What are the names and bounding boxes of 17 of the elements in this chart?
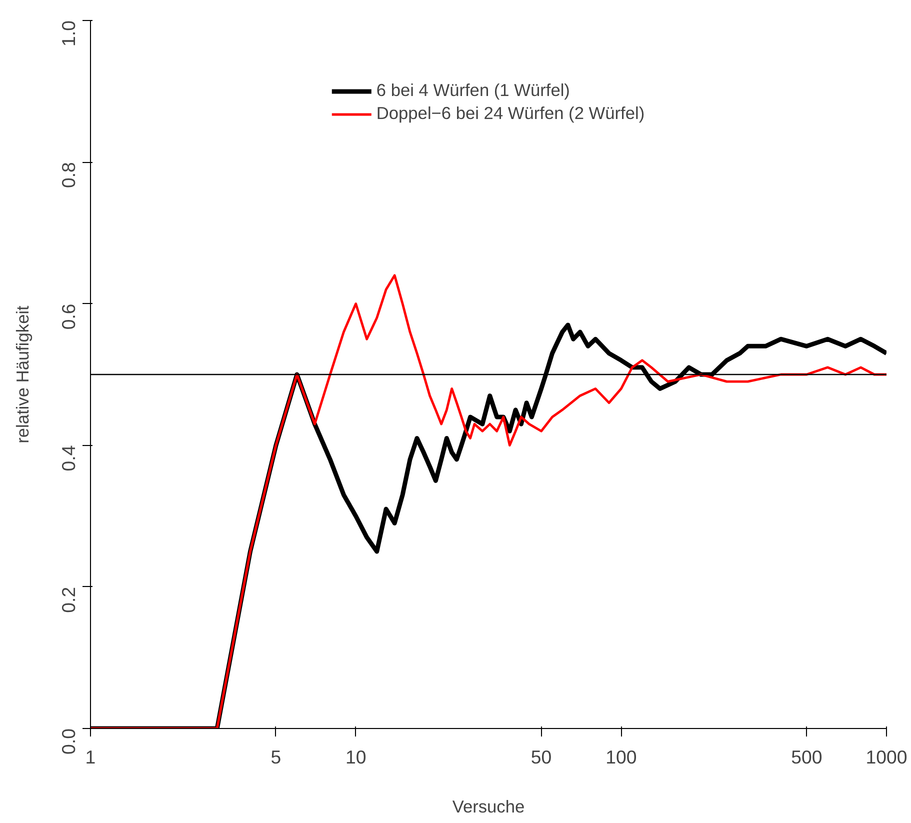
x-tick-label: 1000: [866, 746, 908, 768]
x-tick-label: 500: [791, 746, 822, 768]
legend-label: 6 bei 4 Würfen (1 Würfel): [376, 80, 570, 101]
x-tick-label: 1: [85, 746, 96, 768]
y-tick-label: 0.4: [58, 445, 79, 472]
y-axis-title: relative Häufigkeit: [12, 305, 32, 444]
x-axis-title: Versuche: [452, 796, 525, 816]
x-tick-label: 5: [270, 746, 282, 768]
y-tick-label: 1.0: [58, 20, 79, 46]
legend-label: Doppel−6 bei 24 Würfen (2 Würfel): [376, 103, 645, 124]
x-tick-label: 50: [530, 746, 552, 768]
y-tick-label: 0.2: [58, 586, 79, 613]
y-tick-label: 0.8: [58, 162, 79, 188]
x-tick-label: 100: [606, 746, 637, 768]
y-tick-label: 0.0: [58, 728, 79, 754]
x-tick-label: 10: [345, 746, 366, 768]
y-tick-label: 0.6: [58, 304, 79, 330]
